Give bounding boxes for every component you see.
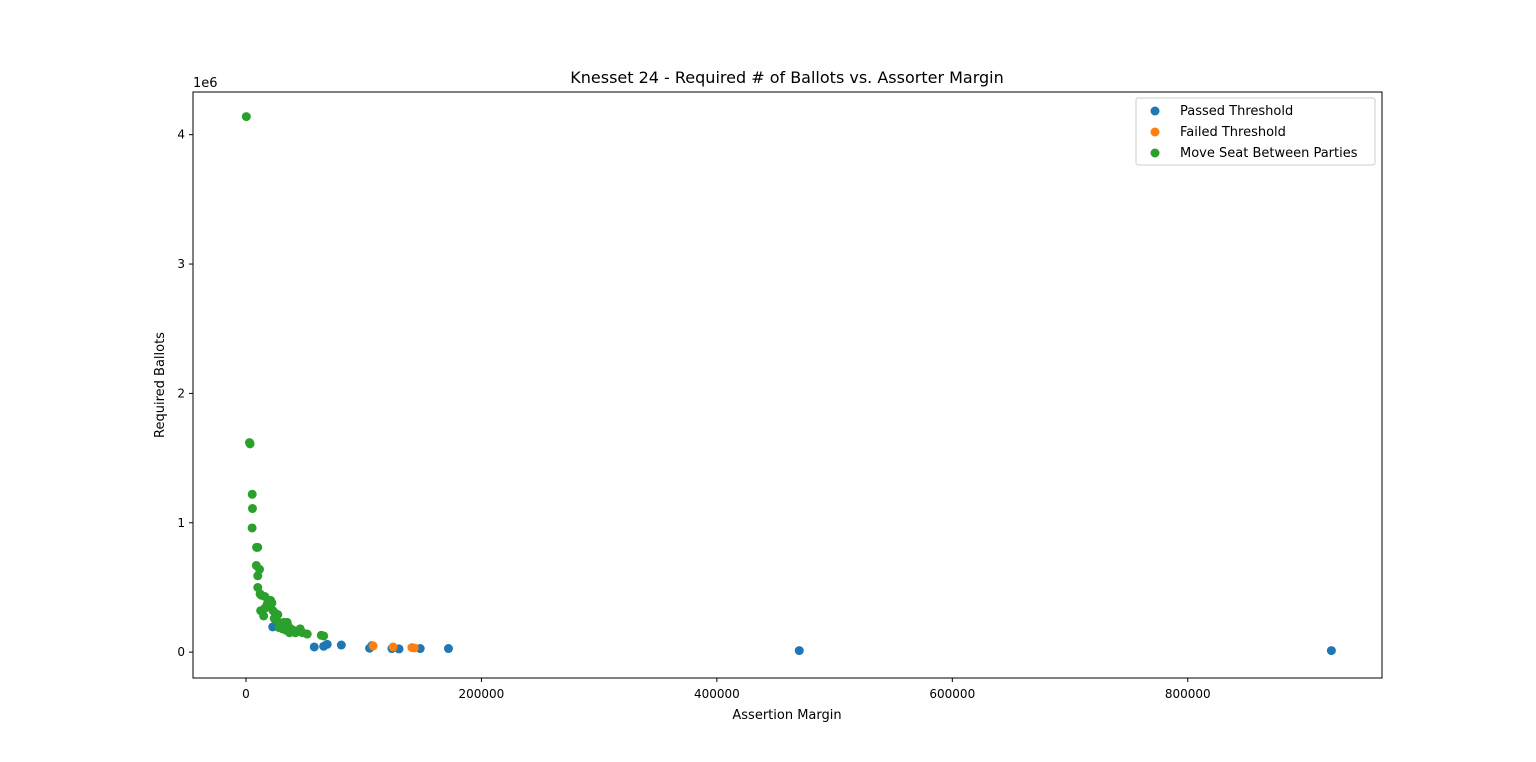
data-point <box>255 564 265 574</box>
chart-title: Knesset 24 - Required # of Ballots vs. A… <box>570 68 1004 87</box>
legend: Passed Threshold Failed Threshold Move Sea… <box>1135 97 1376 166</box>
x-tick-label: 400000 <box>694 687 740 701</box>
x-tick-label: 600000 <box>929 687 975 701</box>
data-point <box>273 610 283 620</box>
data-point <box>336 640 346 650</box>
y-tick-label: 3 <box>177 257 185 271</box>
x-tick-label: 800000 <box>1165 687 1211 701</box>
legend-label: Passed Threshold <box>1180 104 1293 119</box>
legend-marker <box>1150 127 1160 137</box>
y-tick-label: 2 <box>177 386 185 400</box>
y-tick-label: 4 <box>177 128 185 142</box>
y-axis-offset-label: 1e6 <box>193 76 218 91</box>
data-points <box>241 112 1336 656</box>
x-axis-label: Assertion Margin <box>732 708 841 723</box>
data-point <box>302 629 312 639</box>
data-point <box>794 646 804 656</box>
x-tick-label: 200000 <box>459 687 505 701</box>
data-point <box>388 642 398 652</box>
data-point <box>247 489 257 499</box>
data-point <box>247 504 257 514</box>
series-0 <box>268 622 1336 656</box>
data-point <box>409 643 419 653</box>
data-point <box>309 642 319 652</box>
data-point <box>245 439 255 449</box>
legend-box <box>1135 97 1376 166</box>
data-point <box>259 611 269 621</box>
x-tick-label: 0 <box>242 687 250 701</box>
data-point <box>1326 646 1336 656</box>
data-point <box>319 631 329 641</box>
data-point <box>241 112 251 122</box>
y-tick-label: 0 <box>177 645 185 659</box>
data-point <box>322 639 332 649</box>
data-point <box>368 641 378 651</box>
y-tick-label: 1 <box>177 516 185 530</box>
legend-marker <box>1150 148 1160 158</box>
plot-frame <box>192 91 1383 679</box>
data-point <box>267 598 277 608</box>
series-2 <box>241 112 329 641</box>
legend-marker <box>1150 106 1160 116</box>
axis-ticks: 0 200000 400000 600000 800000 0 1 2 3 4 <box>177 128 1210 701</box>
legend-label: Move Seat Between Parties <box>1180 146 1358 161</box>
data-point <box>253 542 263 552</box>
data-point <box>443 644 453 654</box>
data-point <box>247 523 257 533</box>
series-1 <box>368 641 419 653</box>
y-axis-label: Required Ballots <box>153 332 168 438</box>
legend-label: Failed Threshold <box>1180 125 1286 140</box>
